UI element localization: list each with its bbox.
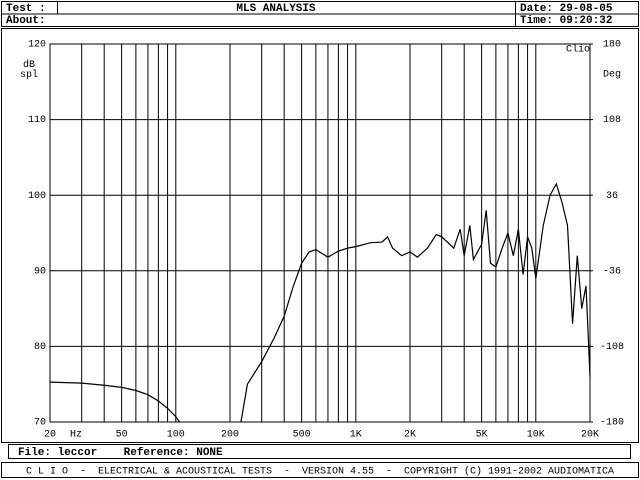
x-axis-label: Hz (70, 430, 82, 441)
footer: C L I O - ELECTRICAL & ACOUSTICAL TESTS … (26, 466, 614, 478)
x-tick-label: 50 (116, 430, 128, 441)
y2-tick-label: -36 (603, 266, 621, 277)
y2-tick-label: 108 (603, 115, 621, 126)
x-tick-label: 200 (221, 430, 239, 441)
x-tick-label: 10K (527, 430, 545, 441)
plot-frame (49, 43, 591, 423)
y-axis-label: dB spl (20, 59, 38, 81)
file-frame (8, 444, 631, 459)
x-tick-label: 2K (404, 430, 416, 441)
y-tick-label: 90 (34, 266, 46, 277)
body-frame (1, 28, 639, 443)
brand: Clio (566, 44, 590, 56)
y-axis-label-line: dB (23, 59, 35, 71)
y-tick-label: 80 (34, 342, 46, 353)
x-tick-label: 20 (44, 430, 56, 441)
series-line (49, 381, 181, 423)
x-tick-label: 20K (581, 430, 599, 441)
chart-title: MLS ANALYSIS (236, 3, 316, 15)
y2-tick-label: 36 (606, 191, 618, 202)
y2-tick-label: 180 (603, 40, 621, 51)
y2-tick-label: -180 (600, 418, 624, 429)
y-tick-label: 120 (28, 40, 46, 51)
y2-axis-label: Deg (603, 70, 621, 81)
series-line (240, 182, 591, 423)
y-axis-label-line: spl (20, 69, 38, 81)
footer-frame (1, 462, 639, 478)
x-tick-label: 500 (293, 430, 311, 441)
x-tick-label: 1K (350, 430, 362, 441)
y-tick-label: 70 (34, 418, 46, 429)
time: Time: 09:20:32 (520, 15, 612, 27)
y-tick-label: 110 (28, 115, 46, 126)
file-info: File: leccor Reference: NONE (18, 447, 223, 459)
y-tick-label: 100 (28, 191, 46, 202)
x-tick-label: 5K (476, 430, 488, 441)
y2-tick-label: -108 (600, 342, 624, 353)
about-label: About: (6, 15, 46, 27)
date: Date: 29-08-05 (520, 3, 613, 15)
test-label: Test : (6, 3, 46, 15)
x-tick-label: 100 (167, 430, 185, 441)
